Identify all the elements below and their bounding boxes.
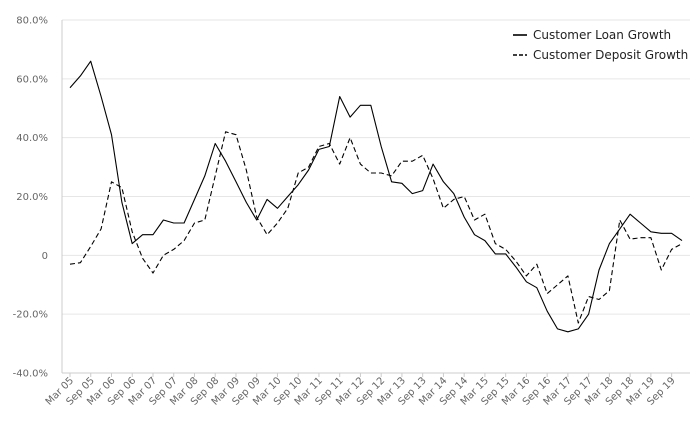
y-tick-label: -20.0% <box>13 310 48 321</box>
gridlines <box>62 19 690 374</box>
y-axis: -40.0% -20.0% 0 20.0% 40.0% 60.0% 80.0% <box>13 16 48 380</box>
legend-label: Customer Loan Growth <box>533 28 671 42</box>
y-tick-label: 60.0% <box>16 74 48 85</box>
series-lines <box>69 60 683 333</box>
y-tick-label: 0 <box>42 251 48 262</box>
legend: Customer Loan Growth Customer Deposit Gro… <box>513 28 688 62</box>
legend-label: Customer Deposit Growth <box>533 48 688 62</box>
series-line-1 <box>69 131 683 324</box>
y-tick-label: 20.0% <box>16 192 48 203</box>
y-tick-label: 40.0% <box>16 133 48 144</box>
series-line-0 <box>69 60 683 333</box>
y-tick-label: 80.0% <box>16 16 48 27</box>
y-tick-label: -40.0% <box>13 369 48 380</box>
